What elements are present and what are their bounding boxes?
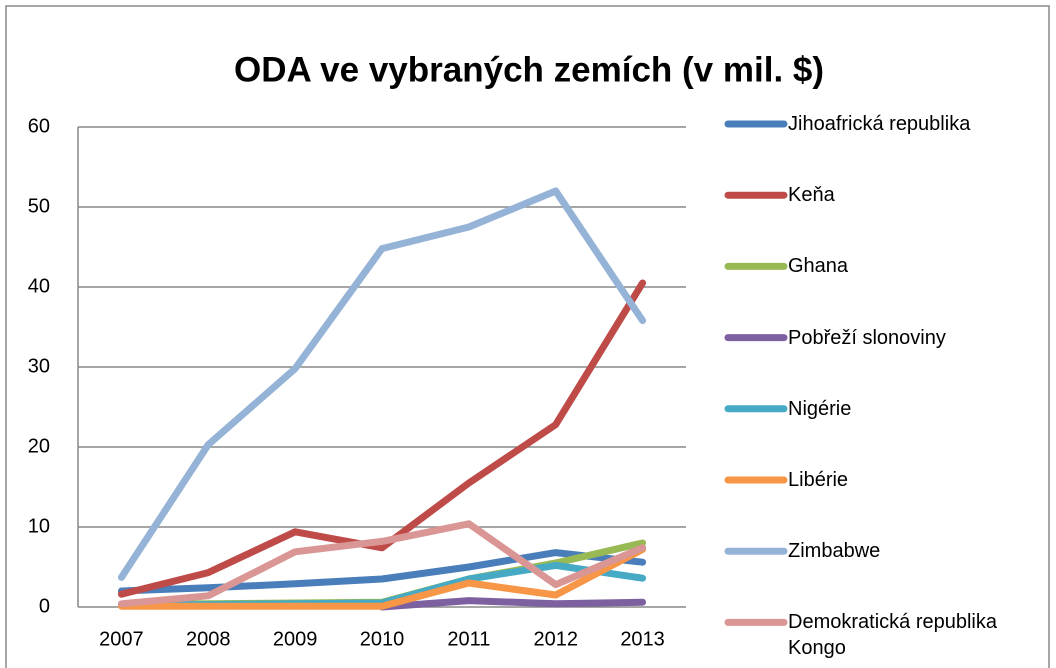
legend-label: Jihoafrická republika bbox=[788, 113, 971, 135]
series-line bbox=[117, 545, 647, 610]
series-line bbox=[117, 279, 647, 598]
legend-label: Zimbabwe bbox=[788, 540, 881, 563]
legend-label: Keňa bbox=[788, 184, 835, 207]
chart-title: ODA ve vybraných zemích (v mil. $) bbox=[234, 50, 824, 89]
x-tick-label: 2011 bbox=[447, 628, 490, 650]
series-line bbox=[117, 520, 647, 608]
series-line bbox=[117, 187, 647, 581]
x-tick-label: 2013 bbox=[620, 628, 665, 650]
x-tick-label: 2012 bbox=[533, 628, 578, 650]
x-tick-label: 2009 bbox=[273, 628, 318, 650]
legend-label: Libérie bbox=[788, 469, 849, 491]
legend-label: Pobřeží slonoviny bbox=[788, 326, 946, 349]
y-tick-label: 30 bbox=[28, 355, 50, 377]
x-tick-label: 2008 bbox=[186, 628, 231, 650]
y-tick-label: 60 bbox=[28, 115, 50, 137]
legend-label: Demokratická republika Kongo bbox=[788, 611, 997, 660]
y-tick-label: 20 bbox=[28, 435, 50, 457]
series-line bbox=[117, 549, 647, 595]
y-tick-label: 50 bbox=[28, 195, 50, 217]
y-tick-label: 40 bbox=[28, 275, 50, 297]
x-tick-label: 2010 bbox=[360, 628, 405, 650]
legend-label: Nigérie bbox=[788, 397, 852, 420]
y-tick-label: 10 bbox=[28, 515, 50, 537]
series-line bbox=[378, 597, 647, 611]
legend-label: Ghana bbox=[788, 255, 849, 278]
y-tick-label: 0 bbox=[39, 595, 50, 617]
x-tick-label: 2007 bbox=[99, 628, 144, 650]
